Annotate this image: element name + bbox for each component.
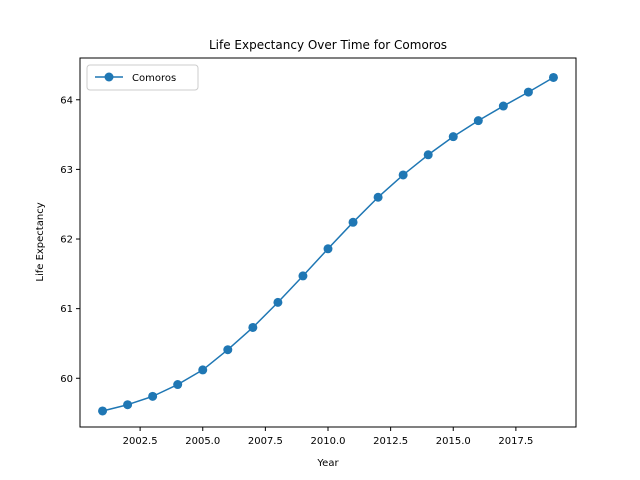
- data-point: [148, 391, 158, 401]
- y-tick-label: 61: [60, 304, 73, 315]
- chart-title: Life Expectancy Over Time for Comoros: [209, 38, 447, 52]
- data-point: [323, 244, 333, 254]
- data-point: [248, 322, 258, 332]
- plot-area: [79, 57, 577, 428]
- data-point: [373, 192, 383, 202]
- legend-marker-swatch: [104, 72, 114, 82]
- data-point: [498, 101, 508, 111]
- y-tick-label: 60: [60, 374, 73, 385]
- y-axis: 60 61 62 63 64: [60, 95, 80, 385]
- data-point: [473, 116, 483, 126]
- data-point: [123, 400, 133, 410]
- x-axis: 2002.5 2005.0 2007.5 2010.0 2012.5 2015.0 2017…: [123, 427, 533, 447]
- data-point: [423, 150, 433, 160]
- x-tick-label: 2017.5: [498, 436, 533, 447]
- data-point: [448, 132, 458, 142]
- legend-box: [86, 64, 199, 91]
- x-tick-label: 2012.5: [373, 436, 408, 447]
- y-tick-label: 63: [60, 165, 73, 176]
- legend: Comoros: [86, 64, 199, 91]
- y-tick-label: 62: [60, 235, 73, 246]
- x-tick-label: 2007.5: [248, 436, 283, 447]
- data-point: [98, 406, 108, 416]
- data-point: [298, 271, 308, 281]
- data-point: [348, 217, 358, 227]
- data-point: [523, 87, 533, 97]
- x-axis-label: Year: [316, 458, 339, 469]
- data-point: [173, 380, 183, 390]
- x-tick-label: 2015.0: [436, 436, 471, 447]
- x-tick-label: 2005.0: [185, 436, 220, 447]
- data-point: [548, 72, 558, 82]
- data-point: [198, 365, 208, 375]
- series-comoros: [98, 72, 558, 416]
- y-tick-label: 64: [60, 95, 73, 106]
- x-tick-label: 2010.0: [311, 436, 346, 447]
- data-point: [398, 170, 408, 180]
- y-axis-label: Life Expectancy: [35, 202, 46, 281]
- data-point: [273, 297, 283, 307]
- data-point: [223, 345, 233, 355]
- legend-label-comoros: Comoros: [132, 73, 176, 84]
- x-tick-label: 2002.5: [123, 436, 158, 447]
